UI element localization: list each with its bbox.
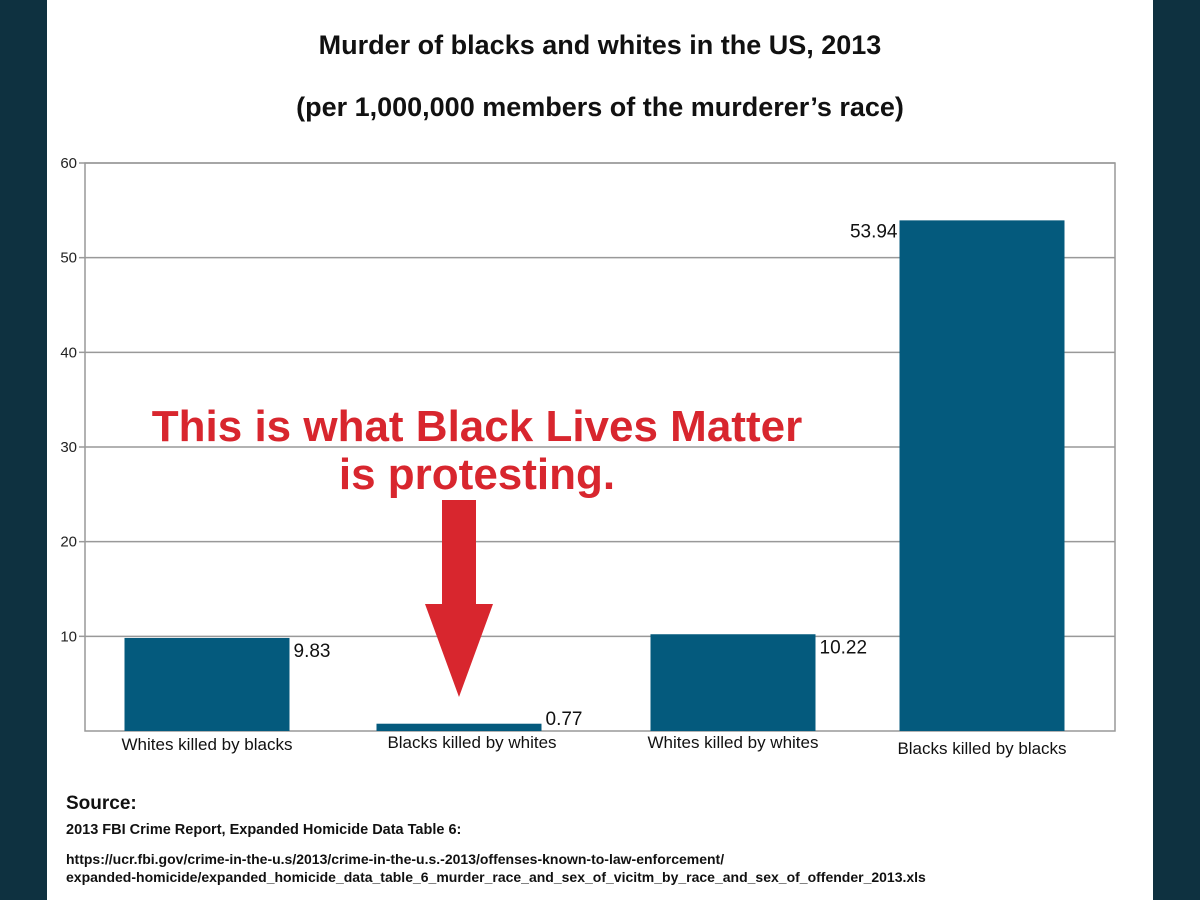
bar <box>899 220 1065 732</box>
bar-value-label: 53.94 <box>850 221 898 242</box>
x-category-label: Blacks killed by whites <box>387 733 556 752</box>
annotation-text: This is what Black Lives Matter is prote… <box>47 403 907 499</box>
bar-value-label: 0.77 <box>546 709 583 730</box>
bar-value-label: 10.22 <box>820 637 868 658</box>
source-heading: Source: <box>66 793 137 814</box>
annotation-line-2: is protesting. <box>338 450 616 499</box>
bar <box>124 637 290 731</box>
source-url-line-1: https://ucr.fbi.gov/crime-in-the-u.s/201… <box>66 851 725 867</box>
y-tick-label: 40 <box>60 344 77 361</box>
chart-subtitle: (per 1,000,000 members of the murderer’s… <box>296 92 904 122</box>
y-tick-label: 60 <box>60 155 77 172</box>
chart-title: Murder of blacks and whites in the US, 2… <box>318 30 882 60</box>
source-block: Source: 2013 FBI Crime Report, Expanded … <box>66 793 926 885</box>
source-url-line-2: expanded-homicide/expanded_homicide_data… <box>66 869 926 885</box>
y-tick-label: 20 <box>60 534 77 551</box>
bar-value-label: 9.83 <box>294 641 331 662</box>
x-category-label: Blacks killed by blacks <box>897 739 1066 758</box>
y-tick-label: 10 <box>60 628 77 645</box>
y-tick-label: 50 <box>60 250 77 267</box>
x-category-label: Whites killed by blacks <box>121 735 292 754</box>
annotation-line-1: This is what Black Lives Matter <box>151 402 803 451</box>
source-description: 2013 FBI Crime Report, Expanded Homicide… <box>66 822 462 838</box>
x-category-label: Whites killed by whites <box>647 733 818 752</box>
bar <box>376 723 542 731</box>
down-arrow-icon <box>425 500 493 697</box>
y-tick-label: 30 <box>60 439 77 456</box>
bar <box>650 634 816 731</box>
